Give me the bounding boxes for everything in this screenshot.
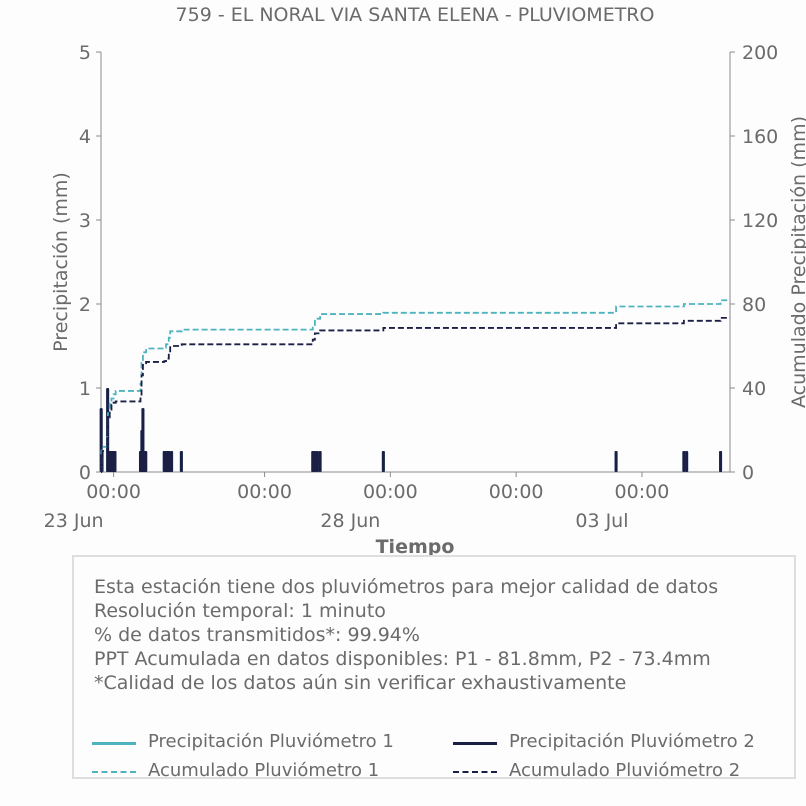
info-line: PPT Acumulada en datos disponibles: P1 -… [94,648,711,670]
precip-bar [144,451,148,472]
y-right-tick-label: 40 [742,378,766,400]
x-tick-date-label: 28 Jun [320,510,380,532]
precip-bar [179,451,183,472]
precip-bar [315,451,319,472]
precip-bar [682,451,686,472]
precip-bar [614,451,618,472]
y-axis-left-label: Precipitación (mm) [50,172,72,352]
legend-swatch [92,742,136,745]
series-precip-p2 [99,388,723,472]
legend: Precipitación Pluviómetro 1 Precipitació… [92,731,792,791]
precip-bar [170,451,174,472]
precip-bar [113,451,117,472]
y-left-tick-label: 2 [79,294,91,316]
legend-label: Acumulado Pluviómetro 2 [509,760,741,781]
y-right-tick-label: 160 [742,126,778,148]
y-left-tick-label: 4 [79,126,91,148]
y-right-tick-label: 200 [742,42,778,64]
y-right-tick-label: 0 [742,462,754,484]
legend-swatch [453,771,497,773]
axes: 0 1 2 3 4 5 0 40 80 120 160 200 00:00 23 Jun 00:00 00:0… [44,42,779,532]
x-axis-label: Tiempo [376,536,455,556]
series-cum-p1 [100,299,730,473]
y-left-tick-label: 5 [79,42,91,64]
series-precip-p1 [99,388,723,472]
x-tick-label: 00:00 [86,481,141,503]
y-right-tick-label: 120 [742,210,778,232]
y-right-tick-label: 80 [742,294,766,316]
precip-bar [719,451,723,472]
series-cum-p2 [100,316,730,473]
y-axis-right-label: Acumulado Precipitación (mm) [788,116,806,408]
precip-bar [167,451,171,472]
x-tick-label: 00:00 [363,481,418,503]
x-tick-label: 00:00 [489,481,544,503]
x-tick-date-label: 23 Jun [44,510,104,532]
info-line: *Calidad de los datos aún sin verificar … [94,672,627,694]
info-panel: Esta estación tiene dos pluviómetros par… [72,555,796,781]
y-left-tick-label: 3 [79,210,91,232]
x-tick-label: 00:00 [615,481,670,503]
info-text: Esta estación tiene dos pluviómetros par… [94,575,718,695]
y-left-tick-label: 0 [79,462,91,484]
info-line: % de datos transmitidos*: 99.94% [94,624,420,646]
info-line: Esta estación tiene dos pluviómetros par… [94,576,719,598]
legend-swatch [92,771,136,773]
precip-bar [381,451,385,472]
y-left-tick-label: 1 [79,378,91,400]
legend-label: Precipitación Pluviómetro 2 [509,731,755,752]
precip-bar [313,451,317,472]
legend-swatch [453,742,497,745]
x-tick-label: 00:00 [237,481,292,503]
chart-title: 759 - EL NORAL VIA SANTA ELENA - PLUVIOM… [176,4,655,26]
legend-label: Precipitación Pluviómetro 1 [148,731,394,752]
precip-bar [318,451,322,472]
precip-bar [685,451,689,472]
rainfall-chart: 759 - EL NORAL VIA SANTA ELENA - PLUVIOM… [44,4,806,556]
x-tick-date-label: 03 Jul [575,510,628,532]
legend-label: Acumulado Pluviómetro 1 [148,760,380,781]
info-line: Resolución temporal: 1 minuto [94,600,386,622]
